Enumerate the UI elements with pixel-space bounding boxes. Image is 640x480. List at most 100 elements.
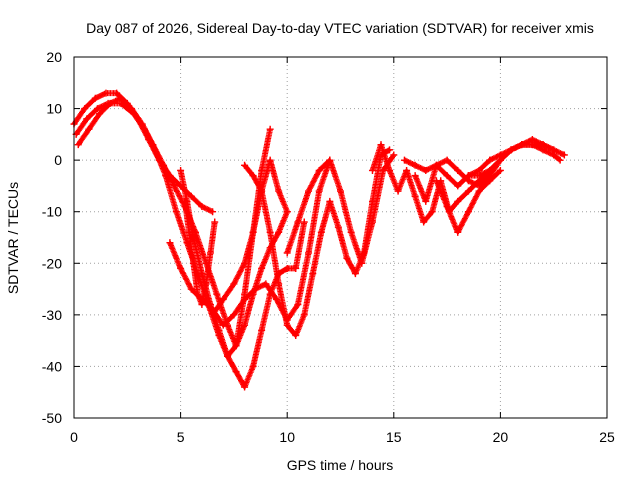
data-point xyxy=(305,187,313,195)
data-point xyxy=(249,362,257,370)
data-point xyxy=(411,161,419,169)
data-point xyxy=(198,270,206,278)
data-point xyxy=(206,301,214,309)
data-point xyxy=(206,249,214,257)
data-point xyxy=(232,368,240,376)
data-point xyxy=(166,239,174,247)
series-arc-8 xyxy=(241,146,394,339)
data-point xyxy=(422,166,430,174)
data-point xyxy=(177,166,185,174)
data-point xyxy=(292,331,300,339)
data-point xyxy=(379,166,387,174)
y-tick-label: -50 xyxy=(42,410,62,426)
data-point xyxy=(258,326,266,334)
data-point xyxy=(258,187,266,195)
data-point xyxy=(230,311,238,319)
data-point xyxy=(185,228,193,236)
data-point xyxy=(128,105,136,113)
data-point xyxy=(351,270,359,278)
y-tick-label: -10 xyxy=(42,204,62,220)
data-point xyxy=(454,182,462,190)
data-point xyxy=(326,197,334,205)
data-point xyxy=(230,280,238,288)
data-point xyxy=(211,218,219,226)
data-point xyxy=(83,115,91,123)
data-point xyxy=(294,218,302,226)
data-point xyxy=(170,182,178,190)
data-point xyxy=(181,197,189,205)
data-point xyxy=(85,125,93,133)
data-point xyxy=(187,285,195,293)
x-tick-label: 10 xyxy=(279,429,295,445)
data-point xyxy=(343,254,351,262)
x-axis-label: GPS time / hours xyxy=(287,457,394,473)
data-point xyxy=(202,280,210,288)
data-point xyxy=(96,110,104,118)
grid-layer xyxy=(74,57,607,418)
data-point xyxy=(172,208,180,216)
data-point xyxy=(249,228,257,236)
data-point xyxy=(334,223,342,231)
data-point xyxy=(518,141,526,149)
data-point xyxy=(539,146,547,154)
data-point xyxy=(93,105,101,113)
data-point xyxy=(292,264,300,272)
data-point xyxy=(160,161,168,169)
data-point xyxy=(241,161,249,169)
data-point xyxy=(74,141,82,149)
data-point xyxy=(198,301,206,309)
tick-layer: 0 5 10 15 20 25 20 10 0 -10 -20 -30 -40 -50 xyxy=(42,49,615,445)
data-layer xyxy=(70,89,568,391)
y-axis-label: SDTVAR / TECUs xyxy=(5,182,21,294)
data-point xyxy=(266,125,274,133)
data-point xyxy=(390,151,398,159)
data-point xyxy=(315,187,323,195)
data-point xyxy=(386,166,394,174)
data-point xyxy=(432,161,440,169)
data-point xyxy=(198,203,206,211)
data-point xyxy=(368,166,376,174)
data-point xyxy=(117,94,125,102)
chart-title: Day 087 of 2026, Sidereal Day-to-day VTE… xyxy=(86,20,594,36)
data-point xyxy=(266,228,274,236)
data-point xyxy=(411,192,419,200)
data-point xyxy=(81,105,89,113)
x-tick-label: 5 xyxy=(177,429,185,445)
data-point xyxy=(251,285,259,293)
data-point xyxy=(428,208,436,216)
data-point xyxy=(420,218,428,226)
data-point xyxy=(275,187,283,195)
data-point xyxy=(496,166,504,174)
data-point xyxy=(368,218,376,226)
data-point xyxy=(550,151,558,159)
data-point xyxy=(219,295,227,303)
data-point xyxy=(475,187,483,195)
data-point xyxy=(300,218,308,226)
data-point xyxy=(224,352,232,360)
data-point xyxy=(213,290,221,298)
data-point xyxy=(177,264,185,272)
y-tick-label: -40 xyxy=(42,358,62,374)
data-point xyxy=(432,177,440,185)
data-point xyxy=(326,156,334,164)
data-point xyxy=(317,228,325,236)
data-point xyxy=(283,264,291,272)
data-point xyxy=(386,146,394,154)
data-point xyxy=(528,141,536,149)
data-point xyxy=(454,197,462,205)
data-point xyxy=(486,177,494,185)
data-point xyxy=(507,146,515,154)
data-point xyxy=(337,187,344,195)
data-point xyxy=(305,249,313,257)
data-point xyxy=(283,321,291,329)
data-point xyxy=(443,203,451,211)
data-point xyxy=(283,208,291,216)
data-point xyxy=(556,156,564,164)
data-point xyxy=(294,301,302,309)
data-point xyxy=(241,383,249,391)
data-point xyxy=(194,290,202,298)
x-tick-label: 15 xyxy=(386,429,402,445)
x-tick-label: 20 xyxy=(493,429,509,445)
data-point xyxy=(215,326,223,334)
